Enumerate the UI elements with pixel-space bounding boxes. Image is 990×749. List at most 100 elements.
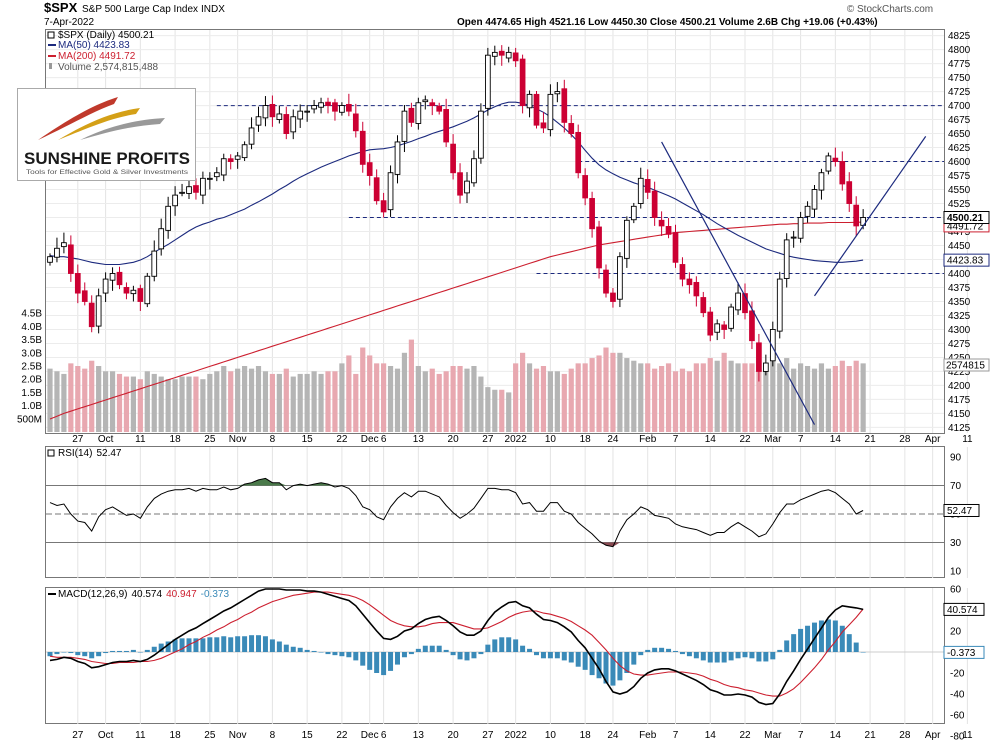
macd-hist-bar-98 (728, 652, 734, 661)
volume-bar-112 (825, 368, 831, 432)
candle-0 (47, 253, 53, 266)
price-tick-12: 4525 (948, 199, 971, 210)
volume-bar-64 (492, 389, 498, 432)
candle-body-56 (436, 105, 443, 112)
volume-bar-2 (61, 373, 67, 432)
volume-bar-59 (457, 366, 463, 432)
candle-93 (693, 276, 700, 307)
volume-bar-3 (68, 363, 74, 432)
x-label-bottom-0: 27 (72, 730, 84, 741)
candle-body-20 (186, 186, 192, 194)
volume-bar-74 (561, 373, 567, 432)
price-tick-28: 4125 (948, 423, 971, 434)
macd-hist-bar-8 (103, 652, 109, 654)
candle-body-92 (686, 278, 693, 286)
volume-bar-101 (749, 363, 755, 432)
candle-81 (610, 288, 616, 308)
x-label-bottom-3: 18 (170, 730, 182, 741)
macd-hist-bar-52 (408, 652, 414, 655)
candle-body-44 (352, 113, 359, 132)
volume-bar-5 (82, 368, 88, 432)
candle-body-70 (533, 93, 540, 126)
volume-bar-15 (151, 373, 157, 432)
candle-86 (644, 169, 651, 200)
macd-hist-bar-67 (513, 639, 519, 652)
candle-23 (206, 172, 213, 190)
macd-hist-bar-44 (353, 652, 359, 661)
macd-hist-bar-115 (846, 634, 852, 652)
rsi-overbought-fill (237, 478, 335, 486)
x-label-bottom-9: Dec (361, 730, 379, 741)
rsi-tick-3: 30 (950, 538, 962, 549)
candle-body-24 (213, 172, 220, 178)
volume-tick-8: 500M (17, 414, 42, 425)
volume-bar-100 (742, 363, 748, 432)
volume-bar-109 (804, 366, 811, 432)
volume-bar-93 (693, 363, 699, 432)
price-tick-0: 4825 (948, 31, 971, 42)
candle-49 (387, 165, 394, 217)
candle-body-46 (366, 162, 373, 176)
candle-95 (707, 307, 714, 342)
candle-body-67 (512, 52, 519, 62)
candle-body-21 (193, 185, 199, 193)
volume-bar-111 (818, 363, 825, 432)
volume-bar-11 (123, 376, 130, 432)
x-label-top-9: Dec (361, 434, 379, 445)
macd-hist-bar-58 (450, 652, 456, 656)
volume-bar-18 (172, 379, 178, 432)
volume-bar-69 (526, 363, 533, 432)
candle-body-103 (763, 362, 769, 372)
candle-94 (700, 291, 707, 318)
macd-hist-bar-94 (700, 652, 706, 661)
macd-hist-bar-64 (492, 639, 498, 652)
macd-hist-bar-41 (332, 652, 338, 656)
macd-right-box-1 (943, 645, 985, 659)
macd-hist-bar-31 (262, 636, 268, 652)
volume-bar-81 (610, 352, 616, 432)
ma50-value-label: 4423.83 (947, 256, 984, 267)
x-label-top-19: 7 (673, 434, 679, 445)
candle-114 (839, 151, 846, 191)
x-label-top-5: Nov (229, 434, 247, 445)
volume-value-label: 2574815 (946, 361, 985, 372)
macd-hist-bar-86 (645, 649, 651, 652)
rsi-value-label: 52.47 (947, 506, 972, 517)
candle-body-71 (540, 122, 547, 129)
candle-body-113 (832, 157, 839, 162)
macd-hist-bar-99 (735, 652, 741, 659)
candle-body-7 (95, 295, 102, 327)
candle-38 (311, 99, 317, 114)
candle-body-102 (756, 342, 762, 372)
macd-hist-bar-95 (707, 652, 713, 663)
macd-hist-bar-93 (693, 652, 699, 659)
x-label-top-26: 28 (899, 434, 911, 445)
candle-body-14 (144, 275, 151, 305)
volume-bar-17 (165, 379, 171, 432)
volume-bar-96 (714, 360, 720, 432)
candle-body-106 (783, 239, 790, 279)
candle-body-84 (630, 205, 637, 221)
macd-hist-bar-105 (777, 649, 783, 652)
candle-89 (665, 218, 672, 239)
rsi-value-box (943, 503, 980, 517)
legend-price-swatch (47, 31, 55, 39)
candle-body-51 (401, 110, 408, 142)
candle-body-86 (644, 178, 651, 193)
x-label-top-17: 24 (607, 434, 619, 445)
macd-legend-swatch (48, 593, 56, 595)
logo-tagline: Tools for Effective Gold & Silver Invest… (26, 169, 189, 176)
candle-62 (478, 103, 484, 164)
candle-111 (818, 168, 825, 200)
candle-19 (179, 183, 185, 197)
volume-bar-51 (401, 352, 408, 432)
x-label-top-2: 11 (135, 434, 146, 445)
macd-hist-bar-18 (172, 639, 178, 652)
candle-body-37 (304, 110, 311, 113)
x-label-top-1: Oct (98, 434, 114, 445)
candle-67 (512, 47, 519, 67)
candle-16 (158, 218, 165, 256)
volume-bar-76 (575, 363, 581, 432)
volume-bar-95 (707, 358, 713, 432)
volume-bar-8 (103, 371, 109, 432)
